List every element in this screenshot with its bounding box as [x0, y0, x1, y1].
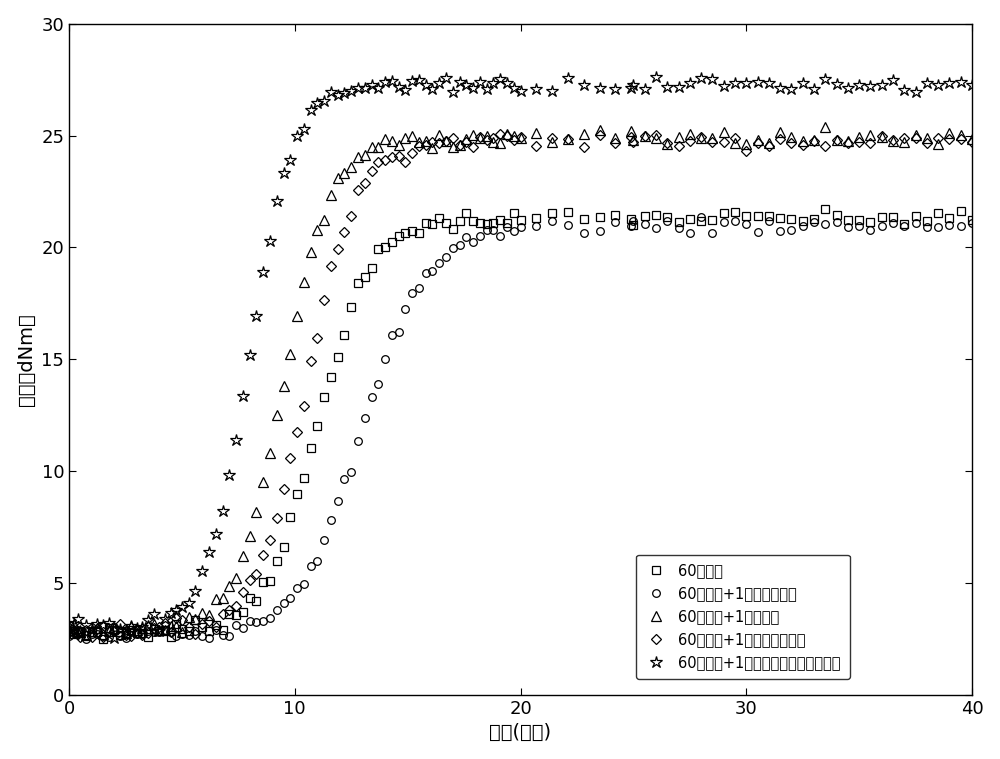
60份炭黑+1份石墨炔	[966, 134, 978, 143]
60份炭黑+1份石墨炔	[63, 626, 75, 635]
60份炭黑+1份热处理的三嗪基石墨炔	[966, 80, 978, 90]
Line: 60份炭黑+1份氧化石墨烯: 60份炭黑+1份氧化石墨烯	[65, 213, 976, 643]
60份炭黑+1份氧化石墨烯	[955, 222, 967, 231]
60份炭黑+1份石墨炔	[257, 477, 269, 487]
60份炭黑+1份氧化石墨烯	[399, 304, 411, 313]
60份炭黑	[625, 215, 637, 224]
60份炭黑+1份热处理的三嗪基石墨炔	[63, 625, 75, 634]
60份炭黑+1份三嗪基石墨炔	[494, 130, 506, 139]
60份炭黑+1份氧化石墨烯	[966, 218, 978, 227]
60份炭黑+1份氧化石墨烯	[80, 635, 92, 644]
60份炭黑+1份石墨炔	[910, 131, 922, 140]
60份炭黑+1份氧化石墨烯	[257, 616, 269, 625]
60份炭黑+1份三嗪基石墨炔	[627, 137, 639, 146]
60份炭黑+1份三嗪基石墨炔	[63, 628, 75, 637]
60份炭黑	[63, 621, 75, 630]
60份炭黑+1份热处理的三嗪基石墨炔	[108, 634, 120, 643]
X-axis label: 时间(分钟): 时间(分钟)	[489, 723, 552, 742]
60份炭黑+1份三嗪基石墨炔	[379, 156, 391, 165]
60份炭黑+1份石墨炔	[399, 134, 411, 143]
60份炭黑+1份三嗪基石墨炔	[955, 134, 967, 143]
60份炭黑+1份石墨炔	[80, 631, 92, 640]
60份炭黑+1份三嗪基石墨炔	[399, 157, 411, 166]
60份炭黑+1份热处理的三嗪基石墨炔	[257, 268, 269, 277]
60份炭黑+1份热处理的三嗪基石墨炔	[379, 77, 391, 87]
60份炭黑	[819, 205, 831, 214]
Y-axis label: 转矩（dNm）: 转矩（dNm）	[17, 313, 36, 405]
60份炭黑+1份热处理的三嗪基石墨炔	[955, 77, 967, 87]
60份炭黑+1份氧化石墨烯	[910, 219, 922, 228]
Legend: 60份炭黑, 60份炭黑+1份氧化石墨烯, 60份炭黑+1份石墨炔, 60份炭黑+1份三嗪基石墨炔, 60份炭黑+1份热处理的三嗪基石墨炔: 60份炭黑, 60份炭黑+1份氧化石墨烯, 60份炭黑+1份石墨炔, 60份炭黑…	[636, 555, 850, 679]
60份炭黑	[966, 216, 978, 225]
60份炭黑	[379, 243, 391, 252]
60份炭黑	[399, 228, 411, 238]
60份炭黑+1份石墨炔	[955, 130, 967, 139]
60份炭黑+1份热处理的三嗪基石墨炔	[399, 86, 411, 95]
Line: 60份炭黑+1份三嗪基石墨炔: 60份炭黑+1份三嗪基石墨炔	[65, 131, 976, 641]
Line: 60份炭黑+1份热处理的三嗪基石墨炔: 60份炭黑+1份热处理的三嗪基石墨炔	[63, 71, 978, 644]
60份炭黑+1份氧化石墨烯	[695, 213, 707, 222]
60份炭黑+1份氧化石墨烯	[379, 354, 391, 364]
60份炭黑+1份氧化石墨烯	[625, 222, 637, 231]
60份炭黑	[910, 212, 922, 221]
60份炭黑	[97, 635, 109, 644]
60份炭黑+1份热处理的三嗪基石墨炔	[625, 83, 637, 93]
60份炭黑	[257, 578, 269, 587]
60份炭黑+1份石墨炔	[819, 122, 831, 131]
60份炭黑+1份氧化石墨烯	[63, 631, 75, 640]
60份炭黑+1份石墨炔	[625, 127, 637, 136]
60份炭黑	[955, 207, 967, 216]
60份炭黑+1份三嗪基石墨炔	[966, 137, 978, 146]
60份炭黑+1份三嗪基石墨炔	[257, 550, 269, 559]
60份炭黑+1份三嗪基石墨炔	[86, 632, 98, 641]
60份炭黑+1份石墨炔	[379, 134, 391, 143]
60份炭黑+1份热处理的三嗪基石墨炔	[650, 73, 662, 82]
60份炭黑+1份三嗪基石墨炔	[910, 134, 922, 143]
Line: 60份炭黑+1份石墨炔: 60份炭黑+1份石墨炔	[65, 122, 976, 640]
60份炭黑+1份热处理的三嗪基石墨炔	[910, 87, 922, 96]
Line: 60份炭黑: 60份炭黑	[65, 206, 976, 643]
